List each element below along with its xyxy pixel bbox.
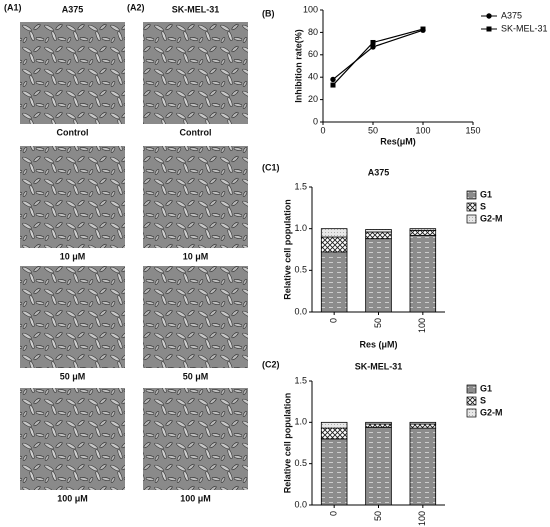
column-title: SK-MEL-31 [172, 4, 220, 14]
y-tick-label: 20 [308, 94, 318, 104]
legend-label: S [480, 395, 486, 405]
legend-label: G1 [480, 383, 492, 393]
x-tick-label: 100 [417, 511, 427, 526]
y-axis-label: Relative cell population [282, 199, 292, 300]
y-tick-label: 1.5 [294, 375, 307, 385]
y-tick-label: 40 [308, 72, 318, 82]
bar-segment [409, 421, 437, 425]
legend-label: S [480, 201, 486, 211]
bar-segment [320, 427, 348, 440]
legend-swatch [466, 396, 477, 406]
x-axis-label: Res(μM) [380, 136, 416, 146]
bar-segment [320, 438, 348, 506]
legend-swatch [466, 202, 477, 212]
bar-segment [365, 231, 392, 240]
legend-label: SK-MEL-31 [501, 23, 548, 33]
y-tick-label: 0.5 [294, 265, 307, 275]
micrograph [143, 266, 248, 368]
micrograph [20, 266, 125, 368]
bar-segment [320, 251, 348, 313]
micrograph [143, 146, 248, 248]
series-line [332, 28, 424, 86]
chart-title: A375 [368, 167, 390, 177]
y-tick-label: 1.5 [294, 181, 307, 191]
y-tick-label: 60 [308, 49, 318, 59]
caption: 100 μM [180, 493, 211, 503]
x-tick-label: 0 [329, 318, 339, 323]
panel-label: (A2) [127, 2, 145, 12]
y-axis-label: Inhibition rate(%) [293, 29, 303, 103]
x-tick-label: 0 [329, 511, 339, 516]
column-title: A375 [62, 4, 84, 14]
caption: 10 μM [183, 251, 209, 261]
y-tick-label: 100 [303, 4, 318, 14]
x-tick-label: 100 [415, 125, 430, 135]
legend-swatch [466, 408, 477, 418]
x-axis-label: Res (μM) [359, 339, 397, 349]
x-tick-label: 50 [368, 125, 378, 135]
bar-segment [365, 238, 392, 313]
bar-segment [409, 228, 437, 231]
bar-segment [365, 421, 392, 425]
micrograph [20, 22, 125, 124]
y-tick-label: 0.0 [294, 306, 307, 316]
x-tick-label: 50 [373, 318, 383, 328]
marker [420, 26, 426, 32]
legend-swatch [466, 214, 477, 224]
bar-segment [320, 228, 348, 238]
marker [370, 39, 376, 45]
marker [330, 82, 336, 88]
y-tick-label: 1.0 [294, 223, 307, 233]
series-line [332, 29, 424, 80]
legend-marker [486, 26, 492, 32]
bar-segment [320, 236, 348, 253]
bar-segment [365, 423, 392, 428]
chart-title: SK-MEL-31 [355, 361, 403, 371]
caption: Control [180, 127, 212, 137]
marker [330, 76, 336, 83]
bar-segment [409, 234, 437, 313]
micrograph [20, 388, 125, 490]
x-tick-label: 100 [417, 318, 427, 333]
micrograph [143, 22, 248, 124]
bar-segment [365, 426, 392, 506]
caption: 50 μM [183, 371, 209, 381]
y-tick-label: 0.0 [294, 499, 307, 509]
y-tick-label: 0.5 [294, 458, 307, 468]
legend-swatch [466, 384, 477, 394]
x-tick-label: 0 [320, 125, 325, 135]
marker [370, 44, 376, 50]
caption: Control [57, 127, 89, 137]
legend-label: G1 [480, 189, 492, 199]
x-tick-label: 150 [465, 125, 480, 135]
legend-label: G2-M [480, 407, 503, 417]
caption: 10 μM [60, 251, 86, 261]
bar-segment [365, 229, 392, 233]
panel-label: (A1) [4, 2, 22, 12]
micrograph [143, 388, 248, 490]
panel-label: (C2) [262, 359, 280, 369]
legend-marker [486, 13, 492, 19]
y-tick-label: 0 [313, 116, 318, 126]
bar-segment [409, 427, 437, 506]
y-axis-label: Relative cell population [282, 393, 292, 494]
legend-swatch [466, 190, 477, 200]
bar-segment [409, 229, 437, 236]
caption: 100 μM [57, 493, 88, 503]
panel-label: (B) [262, 8, 275, 18]
x-tick-label: 50 [373, 511, 383, 521]
bar-segment [409, 423, 437, 429]
panel-label: (C1) [262, 162, 280, 172]
caption: 50 μM [60, 371, 86, 381]
bar-segment [320, 421, 348, 429]
legend-label: A375 [501, 10, 522, 20]
micrograph [20, 146, 125, 248]
y-tick-label: 80 [308, 27, 318, 37]
legend-label: G2-M [480, 213, 503, 223]
y-tick-label: 1.0 [294, 417, 307, 427]
